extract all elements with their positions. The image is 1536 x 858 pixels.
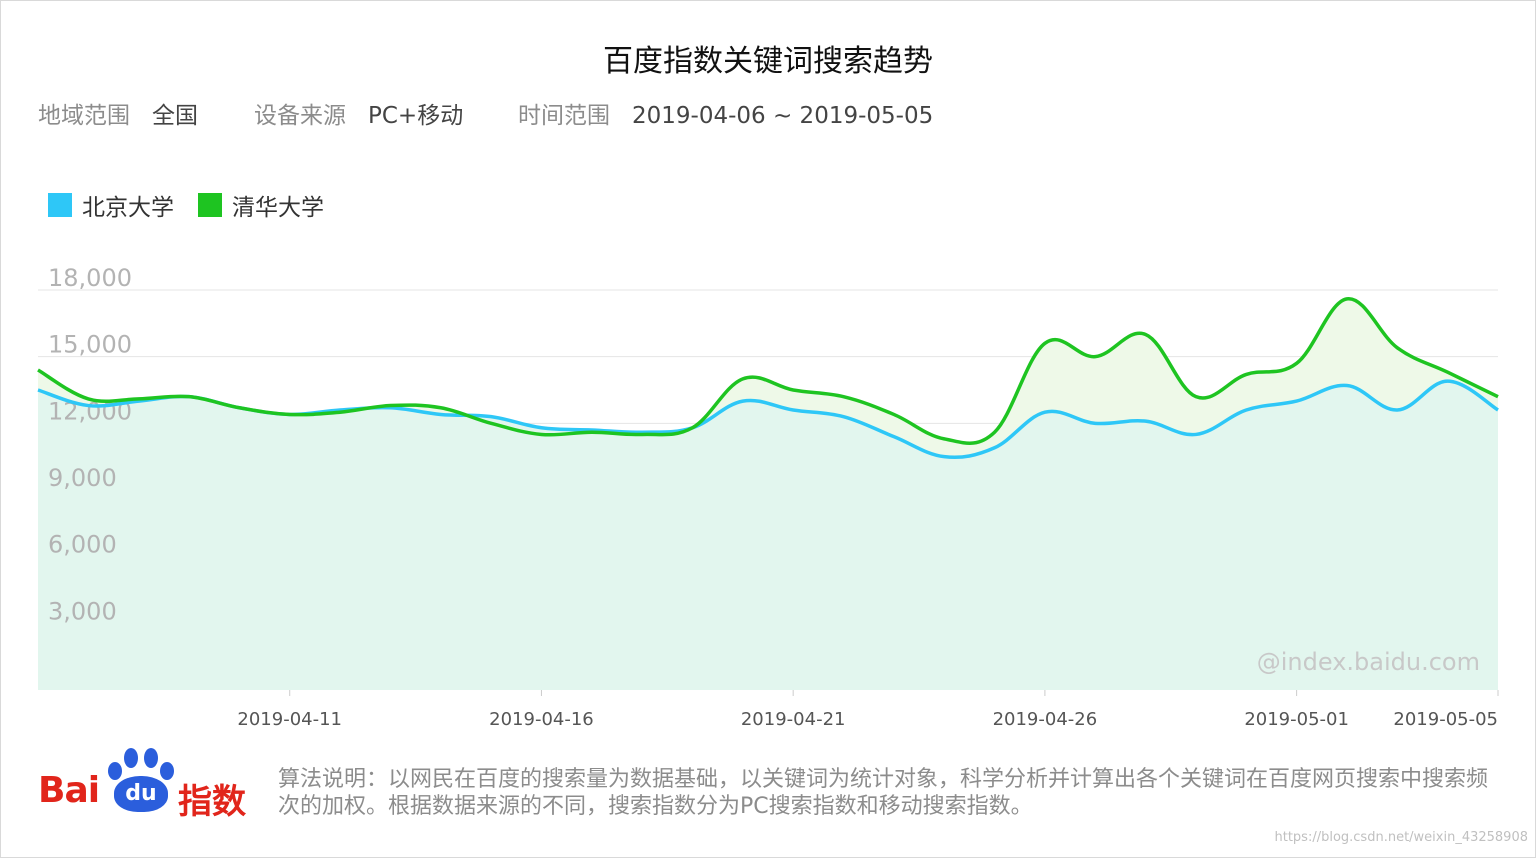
- series-lines: [37, 297, 1499, 459]
- legend-item-thu[interactable]: 清华大学: [198, 188, 324, 222]
- region-filter: 地域范围 全国: [38, 96, 198, 130]
- legend-label-pku: 北京大学: [82, 195, 174, 221]
- paw-toe-icon: [144, 748, 158, 768]
- paw-icon: du: [106, 748, 178, 814]
- device-value: PC+移动: [368, 103, 464, 129]
- x-tick-label: 2019-04-11: [237, 709, 342, 730]
- x-tick-label: 2019-05-01: [1244, 709, 1349, 730]
- paw-pad: du: [114, 776, 168, 812]
- time-filter: 时间范围 2019-04-06 ~ 2019-05-05: [518, 96, 933, 130]
- x-tick-label: 2019-05-05: [1393, 709, 1498, 730]
- logo-suffix: 指数: [178, 782, 246, 822]
- region-label: 地域范围: [38, 103, 130, 129]
- time-label: 时间范围: [518, 103, 610, 129]
- series-areas: [38, 298, 1498, 690]
- legend-swatch-pku: [48, 193, 72, 217]
- y-tick-label: 6,000: [48, 531, 117, 559]
- x-tick-label: 2019-04-21: [741, 709, 846, 730]
- x-tick-label: 2019-04-26: [993, 709, 1098, 730]
- series-area-pku: [38, 381, 1498, 690]
- series-line-thu: [37, 297, 1499, 445]
- y-tick-label: 3,000: [48, 597, 117, 625]
- device-label: 设备来源: [254, 103, 346, 129]
- paw-toe-icon: [160, 762, 174, 780]
- algorithm-note: 算法说明：以网民在百度的搜索量为数据基础，以关键词为统计对象，科学分析并计算出各…: [278, 767, 1489, 819]
- baidu-index-logo: Bai du 指数: [38, 748, 248, 822]
- y-tick-label: 18,000: [48, 264, 132, 292]
- region-value: 全国: [152, 103, 198, 129]
- legend-swatch-thu: [198, 193, 222, 217]
- x-axis-ticks: 2019-04-11 2019-04-16 2019-04-21 2019-04-26…: [237, 690, 1499, 730]
- y-tick-label: 15,000: [48, 331, 132, 359]
- x-tick-label: 2019-04-16: [489, 709, 594, 730]
- chart-title: 百度指数关键词搜索趋势: [603, 44, 933, 79]
- legend-label-thu: 清华大学: [232, 195, 324, 221]
- device-filter: 设备来源 PC+移动: [254, 96, 463, 130]
- watermark-text: @index.baidu.com: [1257, 648, 1480, 676]
- y-tick-label: 9,000: [48, 464, 117, 492]
- logo-text: Bai: [38, 770, 100, 811]
- paw-toe-icon: [124, 748, 138, 768]
- legend-item-pku[interactable]: 北京大学: [48, 188, 174, 222]
- source-credit: https://blog.csdn.net/weixin_43258908: [1274, 830, 1528, 845]
- time-value: 2019-04-06 ~ 2019-05-05: [632, 103, 934, 129]
- paw-toe-icon: [108, 762, 122, 780]
